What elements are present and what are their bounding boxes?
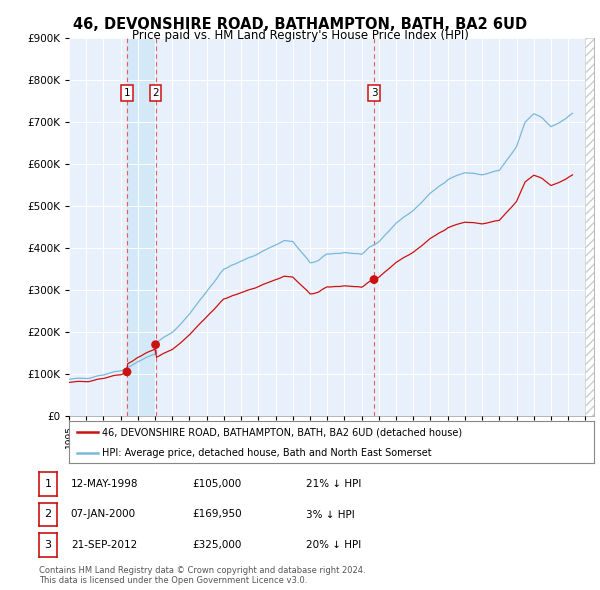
Text: 12-MAY-1998: 12-MAY-1998	[71, 479, 139, 489]
Point	[151, 340, 160, 349]
Text: 46, DEVONSHIRE ROAD, BATHAMPTON, BATH, BA2 6UD: 46, DEVONSHIRE ROAD, BATHAMPTON, BATH, B…	[73, 17, 527, 31]
Text: Price paid vs. HM Land Registry's House Price Index (HPI): Price paid vs. HM Land Registry's House …	[131, 29, 469, 42]
Text: Contains HM Land Registry data © Crown copyright and database right 2024.
This d: Contains HM Land Registry data © Crown c…	[39, 566, 365, 585]
Text: 1: 1	[44, 479, 52, 489]
Bar	[127, 38, 155, 416]
Text: 2: 2	[152, 88, 159, 98]
Text: HPI: Average price, detached house, Bath and North East Somerset: HPI: Average price, detached house, Bath…	[101, 448, 431, 457]
Text: 3: 3	[44, 540, 52, 550]
Point	[369, 275, 379, 284]
Text: 3: 3	[371, 88, 377, 98]
Text: £325,000: £325,000	[192, 540, 241, 550]
Text: 20% ↓ HPI: 20% ↓ HPI	[306, 540, 361, 550]
Text: 46, DEVONSHIRE ROAD, BATHAMPTON, BATH, BA2 6UD (detached house): 46, DEVONSHIRE ROAD, BATHAMPTON, BATH, B…	[101, 427, 461, 437]
Text: £105,000: £105,000	[192, 479, 241, 489]
Text: 2: 2	[44, 510, 52, 519]
Point	[122, 367, 132, 376]
Text: £169,950: £169,950	[192, 510, 242, 519]
Text: 21% ↓ HPI: 21% ↓ HPI	[306, 479, 361, 489]
Text: 21-SEP-2012: 21-SEP-2012	[71, 540, 137, 550]
Polygon shape	[586, 38, 594, 416]
Text: 1: 1	[124, 88, 130, 98]
Text: 07-JAN-2000: 07-JAN-2000	[71, 510, 136, 519]
Text: 3% ↓ HPI: 3% ↓ HPI	[306, 510, 355, 519]
